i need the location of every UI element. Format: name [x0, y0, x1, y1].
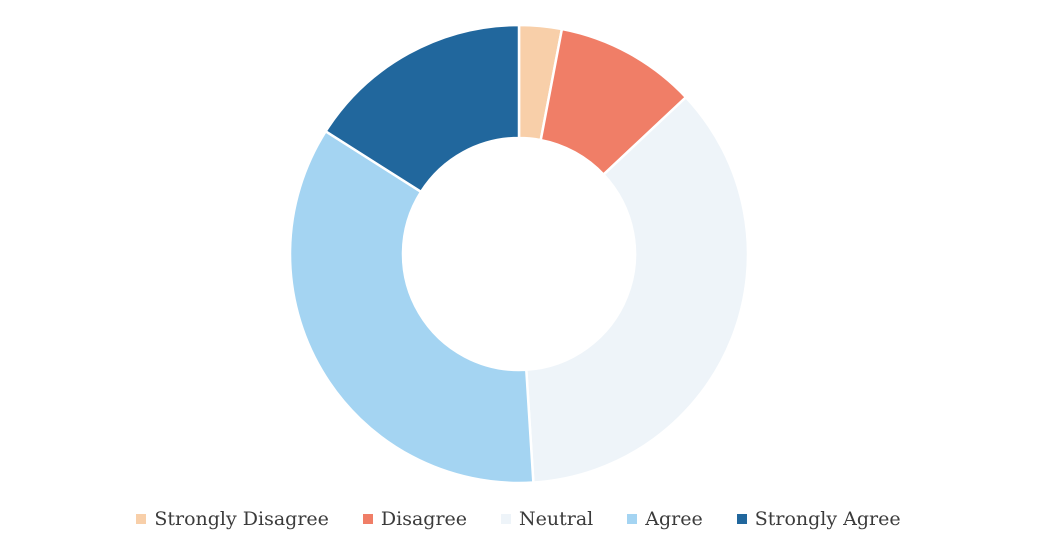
legend-label: Neutral [519, 508, 594, 530]
legend-swatch [362, 514, 373, 524]
chart-legend: Strongly Disagree Disagree Neutral Agree Str… [0, 508, 1037, 530]
legend-swatch [136, 514, 147, 524]
slice-neutral [524, 95, 750, 484]
legend-swatch [501, 514, 512, 524]
legend-label: Agree [645, 508, 703, 530]
legend-swatch [627, 514, 638, 524]
legend-item-strongly-agree: Strongly Agree [736, 508, 901, 530]
donut-slices [288, 23, 750, 485]
legend-label: Strongly Agree [754, 508, 901, 530]
slice-agree [288, 129, 535, 485]
legend-label: Strongly Disagree [154, 508, 329, 530]
legend-item-strongly-disagree: Strongly Disagree [136, 508, 329, 530]
donut-chart [288, 23, 750, 485]
legend-swatch [736, 514, 747, 524]
legend-item-neutral: Neutral [501, 508, 593, 530]
legend-item-agree: Agree [627, 508, 703, 530]
legend-item-disagree: Disagree [362, 508, 468, 530]
legend-label: Disagree [380, 508, 468, 530]
slice-strongly-agree [323, 23, 521, 194]
